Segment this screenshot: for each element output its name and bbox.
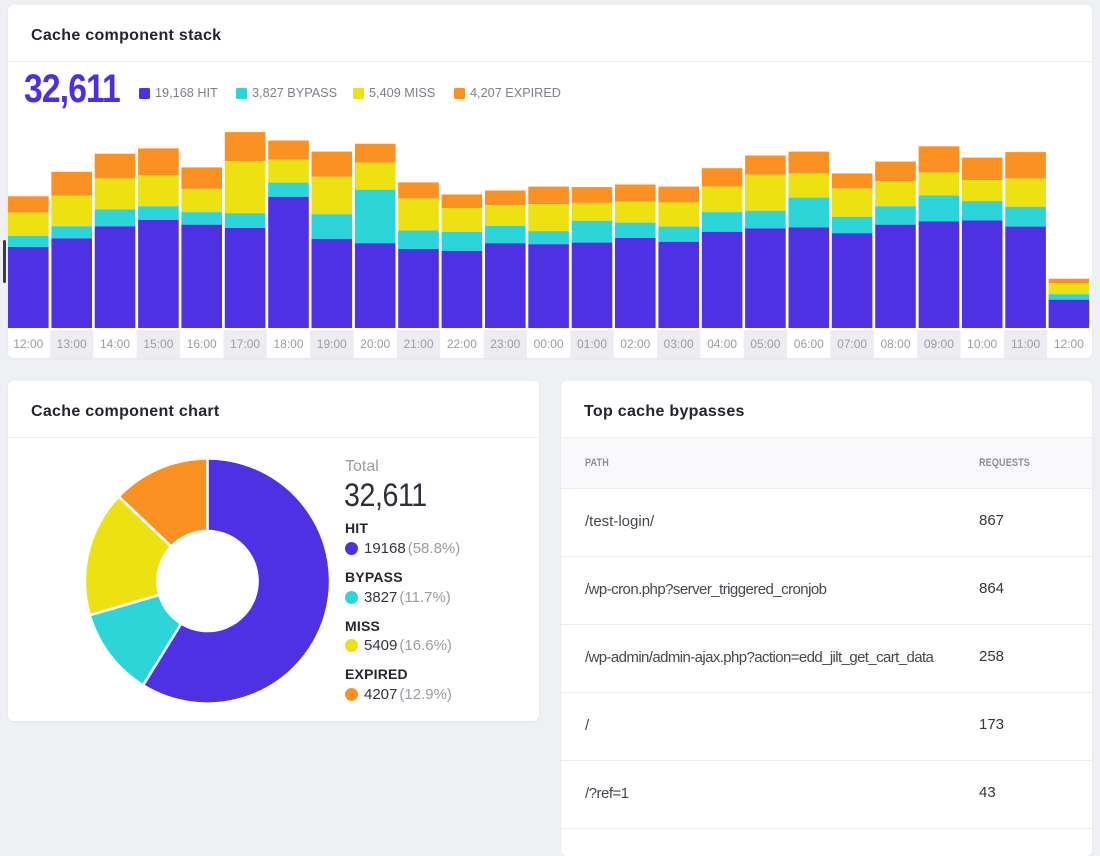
svg-text:14:00: 14:00 — [100, 337, 130, 351]
svg-text:07:00: 07:00 — [837, 337, 867, 351]
svg-text:16:00: 16:00 — [187, 337, 217, 351]
svg-text:00:00: 00:00 — [534, 337, 564, 351]
svg-text:09:00: 09:00 — [924, 337, 954, 351]
svg-text:23:00: 23:00 — [490, 337, 520, 351]
svg-text:22:00: 22:00 — [447, 337, 477, 351]
svg-text:17:00: 17:00 — [230, 337, 260, 351]
svg-text:13:00: 13:00 — [57, 337, 87, 351]
svg-text:12:00: 12:00 — [1054, 337, 1084, 351]
svg-text:18:00: 18:00 — [273, 337, 303, 351]
svg-text:10:00: 10:00 — [967, 337, 997, 351]
svg-text:11:00: 11:00 — [1011, 337, 1040, 351]
svg-text:02:00: 02:00 — [620, 337, 650, 351]
svg-text:21:00: 21:00 — [403, 337, 433, 351]
svg-text:04:00: 04:00 — [707, 337, 737, 351]
svg-text:08:00: 08:00 — [880, 337, 910, 351]
svg-text:05:00: 05:00 — [750, 337, 780, 351]
svg-text:03:00: 03:00 — [664, 337, 694, 351]
svg-text:12:00: 12:00 — [13, 337, 43, 351]
svg-text:19:00: 19:00 — [317, 337, 347, 351]
svg-text:01:00: 01:00 — [577, 337, 607, 351]
svg-text:20:00: 20:00 — [360, 337, 390, 351]
svg-text:06:00: 06:00 — [794, 337, 824, 351]
svg-text:15:00: 15:00 — [143, 337, 173, 351]
